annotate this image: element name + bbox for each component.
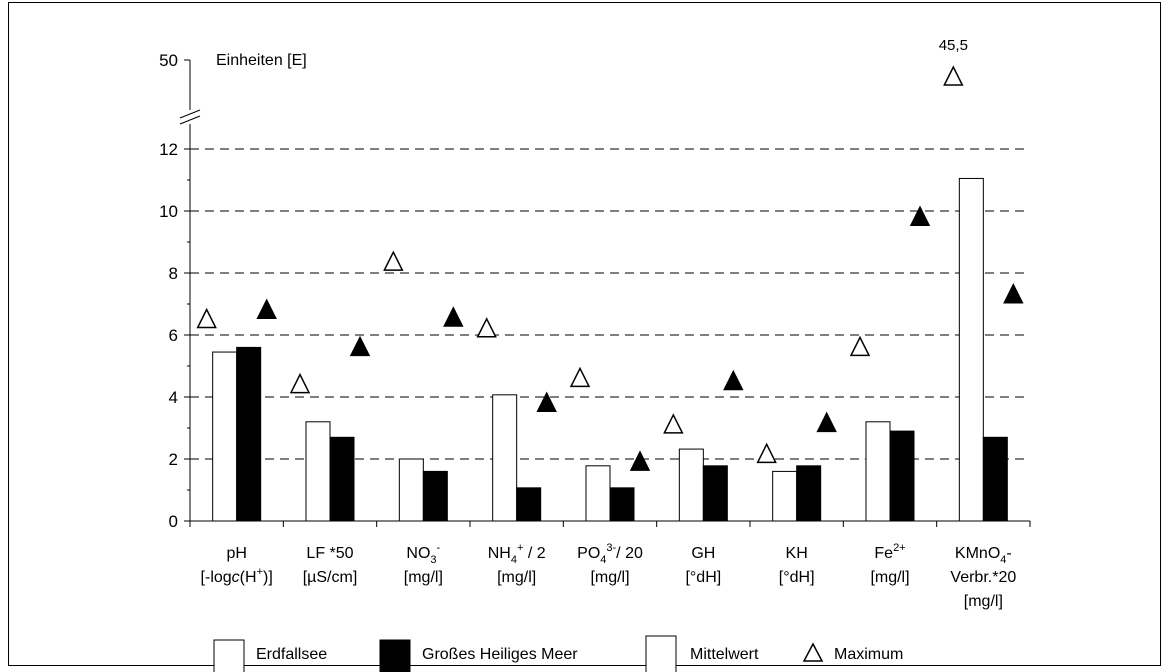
legend-swatch-erdfallsee <box>213 639 245 672</box>
max-marker-8-s0 <box>943 65 964 86</box>
label-part: 4 <box>511 554 517 566</box>
x-label-3: [mg/l] <box>497 569 536 586</box>
x-label-1: LF *50 <box>306 545 353 562</box>
max-marker-5-s0 <box>663 413 684 434</box>
bar-1-s0 <box>305 421 331 522</box>
bar-0-s0 <box>212 351 238 522</box>
label-part: / 20 <box>616 545 643 562</box>
legend-swatch-grosses-heiliges-meer <box>379 639 411 672</box>
x-label-5: GH <box>691 545 715 562</box>
bar-8-s1 <box>982 436 1008 522</box>
label-part: 2+ <box>893 542 906 554</box>
max-marker-7-s0 <box>849 335 871 357</box>
bar-1-s1 <box>329 436 355 522</box>
x-label-2: [mg/l] <box>404 569 443 586</box>
y-axis-label: Einheiten [E] <box>216 52 307 69</box>
y-tick-label: 50 <box>159 51 178 70</box>
y-tick-label: 8 <box>169 264 178 283</box>
max-marker-0-s1 <box>256 298 277 319</box>
max-marker-1-s1 <box>349 335 371 357</box>
bar-6-s0 <box>772 470 798 522</box>
legend-marker-maximum <box>802 642 824 662</box>
bar-3-s0 <box>492 394 518 522</box>
x-label-3: NH4+ / 2 <box>488 542 546 566</box>
max-marker-6-s0 <box>756 442 777 464</box>
y-tick-label: 2 <box>169 450 178 469</box>
x-label-0: [-logc(H+)] <box>201 566 273 586</box>
max-marker-7-s1 <box>909 205 931 226</box>
legend-swatch-mittelwert <box>645 635 677 672</box>
bar-8-s0 <box>958 177 984 522</box>
max-marker-2-s0 <box>383 250 404 271</box>
label-part: + <box>257 566 263 578</box>
bar-5-s1 <box>702 465 728 522</box>
label-part: 4 <box>600 554 606 566</box>
x-label-5: [°dH] <box>685 569 721 586</box>
x-label-4: PO43-/ 20 <box>577 542 643 566</box>
x-label-7: [mg/l] <box>870 569 909 586</box>
label-part: + <box>517 542 523 554</box>
label-part: c <box>232 569 240 586</box>
label-part: - <box>1006 545 1011 562</box>
max-marker-1-s0 <box>289 372 311 394</box>
y-tick-label: 10 <box>159 202 178 221</box>
max-annotation: 45,5 <box>939 37 968 54</box>
x-label-6: KH <box>786 545 808 562</box>
legend-label-grosses-heiliges-meer: Großes Heiliges Meer <box>422 646 578 663</box>
label-part: PO <box>577 545 600 562</box>
legend-label-mittelwert: Mittelwert <box>690 646 759 663</box>
max-marker-2-s1 <box>443 306 464 327</box>
label-part: [-log <box>201 569 232 586</box>
max-marker-3-s1 <box>536 391 557 412</box>
x-label-1: [µS/cm] <box>303 569 358 586</box>
bar-5-s0 <box>678 448 704 522</box>
label-part: NO <box>406 545 430 562</box>
y-tick-label: 0 <box>169 512 178 531</box>
legend-label-maximum: Maximum <box>834 646 903 663</box>
x-label-0: pH <box>226 545 246 562</box>
chart-frame <box>8 2 1161 666</box>
axis-break-mark <box>179 115 201 125</box>
y-tick-label: 4 <box>169 388 178 407</box>
bar-7-s0 <box>865 421 891 522</box>
label-part: 3- <box>606 542 616 554</box>
x-label-6: [°dH] <box>779 569 815 586</box>
x-label-2: NO3- <box>406 542 440 566</box>
label-part: )] <box>263 569 273 586</box>
y-tick-label: 12 <box>159 140 178 159</box>
label-part: (H <box>240 569 257 586</box>
bar-0-s1 <box>236 346 262 522</box>
label-part: / 2 <box>523 545 545 562</box>
label-part: - <box>437 542 441 554</box>
x-label-8: KMnO4- <box>955 545 1012 566</box>
label-part: NH <box>488 545 511 562</box>
bar-7-s1 <box>889 430 915 522</box>
label-part: KMnO <box>955 545 1000 562</box>
axis-break-mark <box>179 109 201 119</box>
bar-4-s0 <box>585 465 611 522</box>
x-label-8: Verbr.*20 <box>950 569 1016 586</box>
max-marker-4-s1 <box>629 450 651 471</box>
bar-2-s0 <box>398 458 424 522</box>
label-part: 3 <box>430 554 436 566</box>
y-tick-label: 6 <box>169 326 178 345</box>
bar-4-s1 <box>609 487 635 522</box>
x-label-7: Fe2+ <box>874 542 905 562</box>
max-marker-5-s1 <box>723 369 744 391</box>
max-marker-6-s1 <box>816 411 837 433</box>
bar-2-s1 <box>422 470 448 522</box>
max-marker-4-s0 <box>569 366 591 388</box>
bar-6-s1 <box>796 465 822 522</box>
x-label-8: [mg/l] <box>964 593 1003 610</box>
x-label-4: [mg/l] <box>590 569 629 586</box>
label-part: Fe <box>874 545 893 562</box>
label-part: 4 <box>1000 554 1006 566</box>
legend-label-erdfallsee: Erdfallsee <box>256 646 327 663</box>
max-marker-8-s1 <box>1003 283 1024 304</box>
bar-3-s1 <box>516 487 542 522</box>
max-marker-0-s0 <box>196 307 217 329</box>
max-marker-3-s0 <box>476 317 497 338</box>
